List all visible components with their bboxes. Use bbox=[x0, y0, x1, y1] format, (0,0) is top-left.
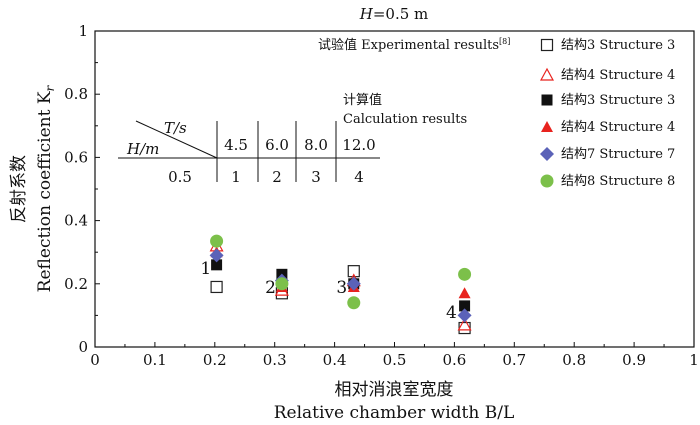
table-case-1: 1 bbox=[231, 168, 241, 186]
x-tick-label: 0.8 bbox=[562, 351, 586, 369]
data-point bbox=[457, 317, 472, 331]
table-period-4: 12.0 bbox=[342, 136, 375, 154]
legend-items: 结构3 Structure 3 结构4 Structure 4 结构3 Struct… bbox=[539, 38, 675, 189]
data-point bbox=[209, 248, 224, 263]
title-symbol: H bbox=[359, 5, 374, 23]
title-value: =0.5 m bbox=[373, 5, 428, 23]
x-tick-label: 0.1 bbox=[143, 351, 167, 369]
legend-title-calc-en: Calculation results bbox=[343, 112, 467, 127]
table-height-value: 0.5 bbox=[168, 168, 192, 186]
legend-label: 结构4 Structure 4 bbox=[561, 68, 675, 83]
legend: 试验值 Experimental results[8] 计算值 Calculat… bbox=[318, 37, 675, 189]
data-point bbox=[457, 308, 472, 323]
table-case-2: 2 bbox=[272, 168, 282, 186]
table-period-3: 8.0 bbox=[304, 136, 328, 154]
y-tick-label: 0.8 bbox=[64, 85, 88, 103]
data-point bbox=[458, 267, 472, 281]
svg-text:Reflection coefficient Kr: Reflection coefficient Kr bbox=[35, 84, 57, 292]
legend-marker bbox=[541, 94, 553, 106]
y-axis-title-en-group: Reflection coefficient Kr bbox=[35, 84, 57, 292]
x-tick-label: 0 bbox=[90, 351, 100, 369]
case-annotations: 1 2 3 4 bbox=[200, 259, 456, 323]
data-point bbox=[459, 300, 471, 312]
y-tick-label: 0 bbox=[78, 338, 88, 356]
data-point bbox=[347, 265, 360, 278]
table-period-2: 6.0 bbox=[265, 136, 289, 154]
legend-label: 结构4 Structure 4 bbox=[561, 120, 675, 135]
case-label: 2 bbox=[265, 278, 276, 298]
y-axis-title: 反射系数 bbox=[9, 155, 29, 223]
legend-label: 结构3 Structure 3 bbox=[561, 93, 675, 108]
data-point bbox=[211, 259, 223, 271]
x-tick-label: 1 bbox=[689, 351, 699, 369]
y-tick-label: 1 bbox=[78, 22, 88, 40]
x-tick-label: 0.5 bbox=[383, 351, 407, 369]
case-label: 1 bbox=[200, 259, 211, 279]
data-points bbox=[209, 234, 472, 335]
data-point bbox=[210, 234, 224, 248]
x-tick-label: 0.9 bbox=[622, 351, 646, 369]
axis-ticks: 0 0.1 0.2 0.3 0.4 0.5 0.6 0.7 0.8 0.9 1 0 0.2 0.4 0.6 0… bbox=[64, 22, 699, 369]
legend-title-experimental: 试验值 Experimental results[8] bbox=[318, 37, 510, 53]
case-label: 4 bbox=[446, 303, 457, 323]
table-case-3: 3 bbox=[311, 168, 321, 186]
data-point bbox=[458, 321, 471, 335]
legend-marker bbox=[540, 147, 554, 161]
chart-title: H=0.5 m bbox=[359, 5, 429, 23]
y-tick-label: 0.2 bbox=[64, 275, 88, 293]
data-point bbox=[346, 276, 361, 291]
y-tick-label: 0.4 bbox=[64, 212, 88, 230]
x-axis-title-cn: 相对消浪室宽度 bbox=[335, 380, 454, 400]
legend-title-experimental-ref: [8] bbox=[499, 37, 510, 46]
y-tick-label: 0.6 bbox=[64, 148, 88, 166]
table-header-period: T/s bbox=[164, 119, 187, 137]
data-point bbox=[458, 287, 471, 299]
x-tick-label: 0.7 bbox=[502, 351, 526, 369]
svg-text:反射系数: 反射系数 bbox=[9, 155, 29, 223]
legend-marker bbox=[541, 121, 553, 132]
table-diagonal bbox=[135, 120, 218, 159]
legend-marker bbox=[539, 67, 555, 81]
legend-title-calc-cn: 计算值 bbox=[343, 92, 382, 108]
x-tick-label: 0.4 bbox=[323, 351, 347, 369]
x-tick-label: 0.6 bbox=[442, 351, 466, 369]
y-axis-title-sub: r bbox=[43, 84, 57, 91]
data-point bbox=[347, 296, 361, 310]
legend-title-experimental-text: 试验值 Experimental results bbox=[318, 37, 499, 53]
x-tick-label: 0.3 bbox=[263, 351, 287, 369]
legend-label: 结构8 Structure 8 bbox=[561, 174, 675, 189]
case-label: 3 bbox=[336, 278, 347, 298]
legend-marker bbox=[540, 174, 554, 188]
table-header-height: H/m bbox=[126, 140, 159, 158]
x-tick-label: 0.2 bbox=[203, 351, 227, 369]
legend-label: 结构7 Structure 7 bbox=[561, 147, 675, 162]
data-point bbox=[210, 280, 223, 294]
data-point bbox=[275, 277, 289, 291]
table-period-1: 4.5 bbox=[224, 136, 248, 154]
legend-marker bbox=[540, 38, 554, 52]
table-case-4: 4 bbox=[354, 168, 364, 186]
x-axis-title-en: Relative chamber width B/L bbox=[274, 403, 515, 423]
y-axis-title-en: Reflection coefficient K bbox=[35, 91, 55, 292]
legend-label: 结构3 Structure 3 bbox=[561, 38, 675, 53]
y-axis-title-cn: 反射系数 bbox=[9, 155, 29, 223]
parameter-table: T/s H/m 0.5 4.5 6.0 8.0 12.0 1 2 3 4 bbox=[118, 119, 380, 186]
